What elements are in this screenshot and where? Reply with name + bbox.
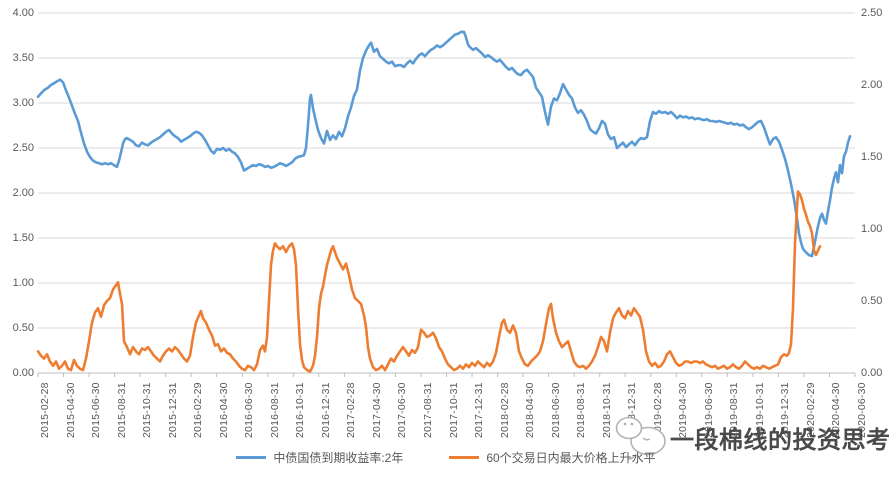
y-left-tick-label: 0.00 [12,367,34,379]
y-left-tick-label: 3.00 [12,97,34,109]
x-tick-label: 2015-12-31 [166,382,179,438]
x-tick-label: 2016-06-30 [243,382,256,438]
x-tick-label: 2015-02-28 [39,382,51,438]
x-tick-label: 2018-08-31 [575,382,588,438]
legend-label: 60个交易日内最大价格上升水平 [486,451,656,465]
series-line-max-price-rise [36,190,822,373]
x-tick-label: 2016-08-31 [268,382,281,438]
y-left-tick-label: 4.00 [12,7,34,19]
x-tick-label: 2018-06-30 [549,382,562,438]
x-tick-label: 2015-06-30 [90,382,103,438]
legend-item-bond-yield: 中债国债到期收益率:2年 [236,449,403,466]
x-tick-label: 2016-12-31 [319,382,332,438]
y-right-tick-label: 0.50 [861,295,883,307]
x-tick-label: 2017-10-31 [447,382,460,438]
x-tick-label: 2017-04-30 [370,382,383,438]
legend-label: 中债国债到期收益率:2年 [273,451,404,465]
x-tick-label: 2017-02-28 [345,382,358,438]
y-right-tick-label: 0.00 [861,367,883,379]
x-tick-label: 2015-04-30 [64,382,77,438]
x-tick-label: 2016-02-29 [192,382,205,438]
y-left-tick-label: 0.50 [12,322,34,334]
x-tick-label: 2016-10-31 [294,382,307,438]
y-left-tick-label: 1.50 [12,232,34,244]
legend-item-max-price-rise: 60个交易日内最大价格上升水平 [449,449,656,466]
y-left-tick-label: 2.50 [12,142,34,154]
y-right-tick-label: 2.00 [861,79,883,91]
y-right-tick-label: 1.00 [861,223,883,235]
y-right-tick-label: 1.50 [861,151,883,163]
x-tick-label: 2015-10-31 [141,382,154,438]
chart-legend: 中债国债到期收益率:2年 60个交易日内最大价格上升水平 [0,449,892,466]
legend-line-swatch [236,456,267,459]
series-line-bond-yield [36,30,852,258]
x-tick-label: 2016-04-30 [217,382,230,438]
x-tick-label: 2018-02-28 [498,382,511,438]
x-tick-label: 2017-12-31 [473,382,486,438]
watermark-text: 一段棉线的投资思考 [670,428,891,454]
x-tick-label: 2017-06-30 [396,382,409,438]
legend-line-swatch [449,456,480,459]
y-left-tick-label: 1.00 [12,277,34,289]
x-tick-label: 2015-08-31 [115,382,128,438]
watermark: 一段棉线的投资思考 [606,412,892,464]
thought-bubbles-icon [615,416,666,460]
x-tick-label: 2018-04-30 [524,382,537,438]
y-left-tick-label: 3.50 [12,52,34,64]
x-tick-label: 2017-08-31 [421,382,434,438]
y-right-tick-label: 2.50 [861,7,883,19]
y-left-tick-label: 2.00 [12,187,34,199]
